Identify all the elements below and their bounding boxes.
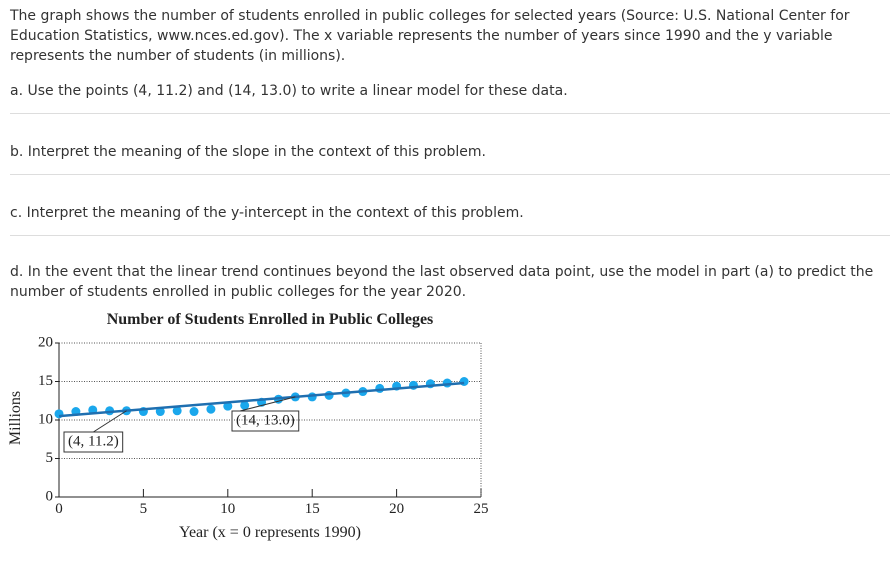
x-tick-label: 5 bbox=[140, 501, 148, 517]
question: c. Interpret the meaning of the y-interc… bbox=[10, 205, 524, 221]
data-point bbox=[206, 404, 216, 414]
annotation-leader bbox=[239, 396, 296, 412]
annotation-label: (4, 11.2) bbox=[68, 433, 119, 449]
data-point bbox=[189, 407, 199, 417]
data-point bbox=[172, 406, 182, 416]
x-tick-label: 15 bbox=[305, 501, 320, 517]
question: b. Interpret the meaning of the slope in… bbox=[10, 144, 487, 160]
question: d. In the event that the linear trend co… bbox=[10, 264, 874, 300]
x-tick-label: 10 bbox=[220, 501, 235, 517]
data-point bbox=[240, 400, 250, 410]
intro: The graph shows the number of students e… bbox=[10, 8, 850, 64]
separator bbox=[10, 113, 890, 114]
y-axis-label: Millions bbox=[7, 391, 24, 445]
x-axis-label: Year (x = 0 represents 1990) bbox=[179, 524, 361, 541]
separator bbox=[10, 235, 890, 236]
fit-line bbox=[58, 381, 465, 418]
data-point bbox=[459, 377, 469, 386]
question: a. Use the points (4, 11.2) and (14, 13.… bbox=[10, 83, 568, 99]
y-tick-label: 5 bbox=[46, 450, 54, 466]
separator bbox=[10, 174, 890, 175]
y-tick-label: 10 bbox=[38, 411, 53, 427]
y-tick-label: 0 bbox=[46, 488, 54, 504]
y-tick-label: 15 bbox=[38, 373, 53, 389]
x-tick-label: 25 bbox=[474, 501, 489, 517]
annotation-label: (14, 13.0) bbox=[236, 412, 295, 428]
chart: Number of Students Enrolled in Public Co… bbox=[7, 311, 489, 541]
data-point bbox=[223, 401, 233, 411]
y-tick-label: 20 bbox=[38, 334, 53, 350]
x-tick-label: 0 bbox=[55, 501, 63, 517]
annotation-box bbox=[231, 410, 300, 432]
annotation-leader bbox=[93, 410, 127, 433]
chart-title: Number of Students Enrolled in Public Co… bbox=[107, 311, 434, 328]
x-tick-label: 20 bbox=[389, 501, 404, 517]
